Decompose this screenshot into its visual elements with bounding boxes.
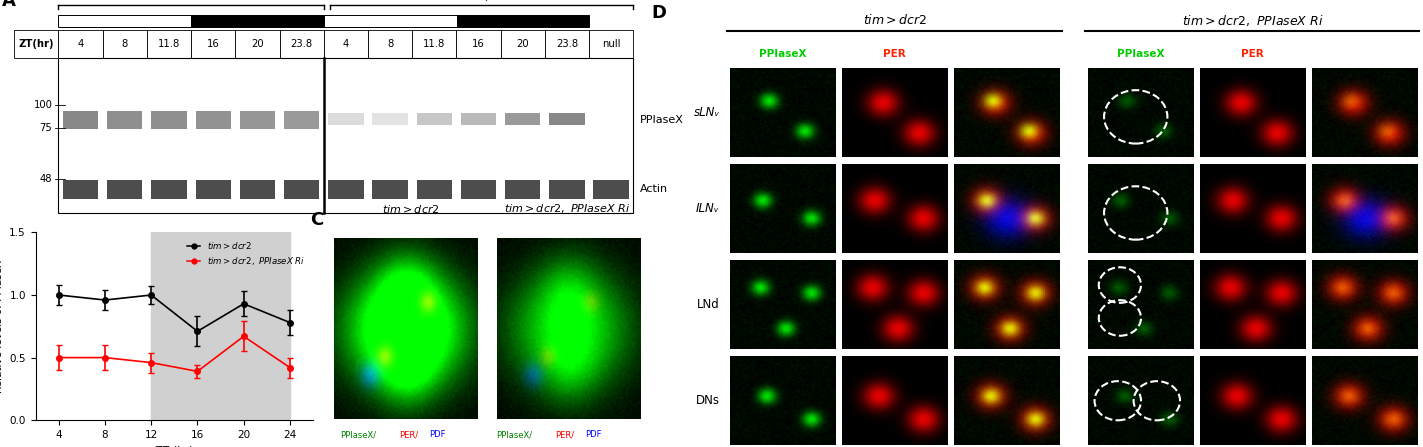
Bar [373,180,408,198]
Bar [14,30,58,58]
Text: MERGE: MERGE [986,49,1027,59]
Text: PER: PER [884,49,906,59]
Text: PPIaseX: PPIaseX [1117,49,1165,59]
Bar [151,111,186,129]
Bar [195,111,231,129]
Text: 20: 20 [250,39,263,49]
Text: $\it{tim>dcr2,\ PPIaseX\ Ri}$: $\it{tim>dcr2,\ PPIaseX\ Ri}$ [504,202,630,215]
Bar [545,30,589,58]
Y-axis label: Relative levels of PPIaseX: Relative levels of PPIaseX [0,260,4,393]
Text: 8: 8 [121,39,128,49]
Text: null: null [602,39,620,49]
Text: ILNᵥ: ILNᵥ [696,202,720,215]
Text: Actin: Actin [639,184,667,194]
Bar [151,232,290,420]
Text: 11.8: 11.8 [423,39,445,49]
Text: PER: PER [1241,49,1264,59]
Bar [505,180,541,198]
Text: sLNᵥ: sLNᵥ [693,106,720,119]
Bar [58,15,191,27]
Text: 75: 75 [40,122,53,133]
Bar [102,30,147,58]
Text: 4: 4 [77,39,84,49]
Bar [457,30,501,58]
Bar [329,113,363,125]
Text: 16: 16 [472,39,485,49]
Text: PER/: PER/ [398,430,418,439]
Text: MERGE: MERGE [1343,49,1385,59]
Bar [279,30,324,58]
Bar [195,180,231,198]
Text: $\it{tim>dcr2,\ PPIaseX\ Ri}$: $\it{tim>dcr2,\ PPIaseX\ Ri}$ [1183,13,1323,29]
Bar [329,180,363,198]
Bar [417,113,453,125]
Bar [589,30,633,58]
Bar [191,15,323,27]
Text: 100: 100 [33,100,53,110]
Bar [151,180,186,198]
Bar [593,113,629,125]
Text: 8: 8 [387,39,393,49]
Bar [147,30,191,58]
Text: PDF: PDF [430,430,445,439]
Bar [285,180,319,198]
Bar [324,15,457,27]
Text: $\it{tim>dcr2}$: $\it{tim>dcr2}$ [862,13,928,27]
Bar [505,113,541,125]
Bar [461,180,497,198]
Bar [324,30,369,58]
Text: C: C [310,211,323,229]
Text: 23.8: 23.8 [290,39,313,49]
Bar [549,180,585,198]
Bar [461,113,497,125]
Bar [58,30,102,58]
Bar [239,111,275,129]
Text: 11.8: 11.8 [158,39,181,49]
Bar [63,111,98,129]
Bar [235,30,279,58]
Bar [549,113,585,125]
Text: DNs: DNs [696,394,720,407]
Bar [107,111,142,129]
Text: LNd: LNd [697,298,720,311]
X-axis label: ZT (hr): ZT (hr) [155,446,194,447]
Bar [63,180,98,198]
Text: $\it{tim>dcr2}$: $\it{tim>dcr2}$ [381,203,440,215]
Bar [107,180,142,198]
Bar [369,30,413,58]
Bar [417,180,453,198]
Bar [413,30,457,58]
Bar [58,58,633,212]
Text: D: D [652,4,666,22]
Text: 48: 48 [40,173,53,184]
Bar [191,30,235,58]
Bar [285,111,319,129]
Text: PPIaseX/: PPIaseX/ [340,430,377,439]
Bar [239,180,275,198]
Bar [457,15,589,27]
Text: PDF: PDF [585,430,602,439]
Bar [593,180,629,198]
Text: PPIaseX: PPIaseX [639,115,683,125]
Text: $\it{tim>dcr2}$: $\it{tim>dcr2}$ [161,0,222,3]
Legend: $\it{tim>dcr2}$, $\it{tim>dcr2,\ PPIaseX\ Ri}$: $\it{tim>dcr2}$, $\it{tim>dcr2,\ PPIaseX… [184,237,309,271]
Text: $\it{tim>dcr2, PPIaseX\ Ri}$: $\it{tim>dcr2, PPIaseX\ Ri}$ [425,0,554,3]
Text: PER/: PER/ [555,430,573,439]
Bar [501,30,545,58]
Bar [373,113,408,125]
Text: A: A [1,0,16,10]
Text: 4: 4 [343,39,349,49]
Text: 23.8: 23.8 [556,39,578,49]
Text: 20: 20 [517,39,529,49]
Text: ZT(hr): ZT(hr) [18,39,54,49]
Text: 16: 16 [206,39,219,49]
Text: PPIaseX/: PPIaseX/ [497,430,532,439]
Text: PPIaseX: PPIaseX [760,49,807,59]
